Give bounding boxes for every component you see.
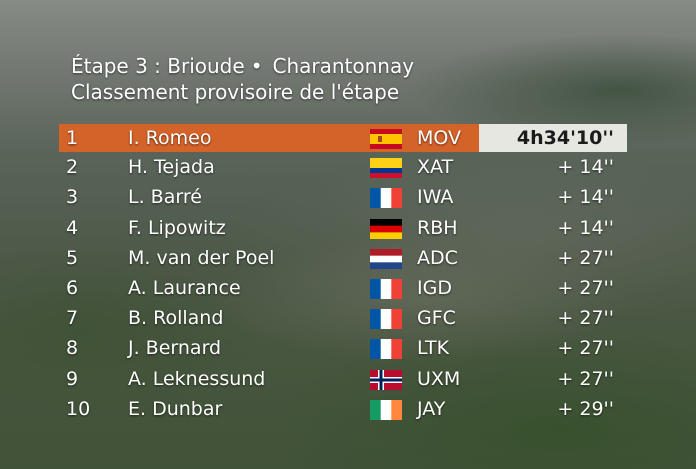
rank-position: 1 [66,127,79,149]
separator-dot: • [250,54,263,78]
team-code: LTK [417,337,450,360]
time-gap: + 14'' [557,216,614,239]
rider-name: A. Laurance [128,277,241,299]
rider-name: B. Rolland [128,307,224,330]
rider-name: M. van der Poel [128,246,275,269]
team-code: MOV [417,127,462,149]
destination-label: Charantonnay [272,54,415,78]
team-code: UXM [417,367,461,390]
leader-time: 4h34'10'' [516,127,614,149]
france-flag-icon [370,279,402,299]
rank-position: 9 [66,367,79,390]
standings-row: 3 L. Barré IWA + 14'' [0,182,696,212]
team-code: RBH [417,216,458,239]
team-code: IGD [417,277,452,299]
time-gap: + 14'' [557,156,614,179]
time-gap: + 27'' [557,307,614,330]
rank-position: 5 [66,246,79,269]
standings-row: 7 B. Rolland GFC + 27'' [0,303,696,333]
team-code: JAY [417,397,446,420]
time-gap: + 27'' [557,246,614,269]
rider-name: F. Lipowitz [128,216,226,239]
time-gap: + 29'' [557,397,614,420]
stage-title-line: Étape 3 : Brioude • Charantonnay [71,53,414,79]
france-flag-icon [370,309,402,330]
ireland-flag-icon [370,399,402,420]
team-code: XAT [417,156,454,179]
time-gap: + 27'' [557,277,614,299]
france-flag-icon [370,339,402,360]
standings-row: 6 A. Laurance IGD + 27'' [0,273,696,303]
germany-flag-icon [370,218,402,239]
rider-name: J. Bernard [128,337,222,360]
rank-position: 3 [66,186,79,209]
standings-row: 4 F. Lipowitz RBH + 14'' [0,213,696,243]
time-gap: + 14'' [557,186,614,209]
rank-position: 6 [66,277,79,299]
stage-header: Étape 3 : Brioude • Charantonnay Classemen… [71,53,414,105]
team-code: IWA [417,186,454,209]
rider-name: A. Leknessund [128,367,266,390]
rank-position: 2 [66,156,79,179]
rider-name: H. Tejada [128,156,215,179]
rank-position: 10 [66,397,91,420]
team-code: GFC [417,307,456,330]
rider-name: L. Barré [128,186,202,209]
standings-row: 1 I. Romeo MOV 4h34'10'' [0,122,696,152]
rank-position: 4 [66,216,79,239]
standings-row: 2 H. Tejada XAT + 14'' [0,152,696,182]
rider-name: E. Dunbar [128,397,223,420]
rider-name: I. Romeo [128,127,212,149]
standings-row: 9 A. Leknessund UXM + 27'' [0,364,696,394]
stage-label: Étape 3 : Brioude [71,54,245,78]
standings-row: 5 M. van der Poel ADC + 27'' [0,243,696,273]
standings-row: 8 J. Bernard LTK + 27'' [0,333,696,363]
norway-flag-icon [370,369,402,390]
time-gap: + 27'' [557,337,614,360]
standings-subtitle: Classement provisoire de l'étape [71,80,400,104]
leader-highlight-band [59,124,479,152]
netherlands-flag-icon [370,248,402,269]
leader-time-box [479,124,627,152]
spain-flag-icon [370,129,402,149]
time-gap: + 27'' [557,367,614,390]
rank-position: 8 [66,337,79,360]
france-flag-icon [370,188,402,209]
standings-row: 10 E. Dunbar JAY + 29'' [0,394,696,424]
team-code: ADC [417,246,458,269]
colombia-flag-icon [370,158,402,179]
rank-position: 7 [66,307,79,330]
